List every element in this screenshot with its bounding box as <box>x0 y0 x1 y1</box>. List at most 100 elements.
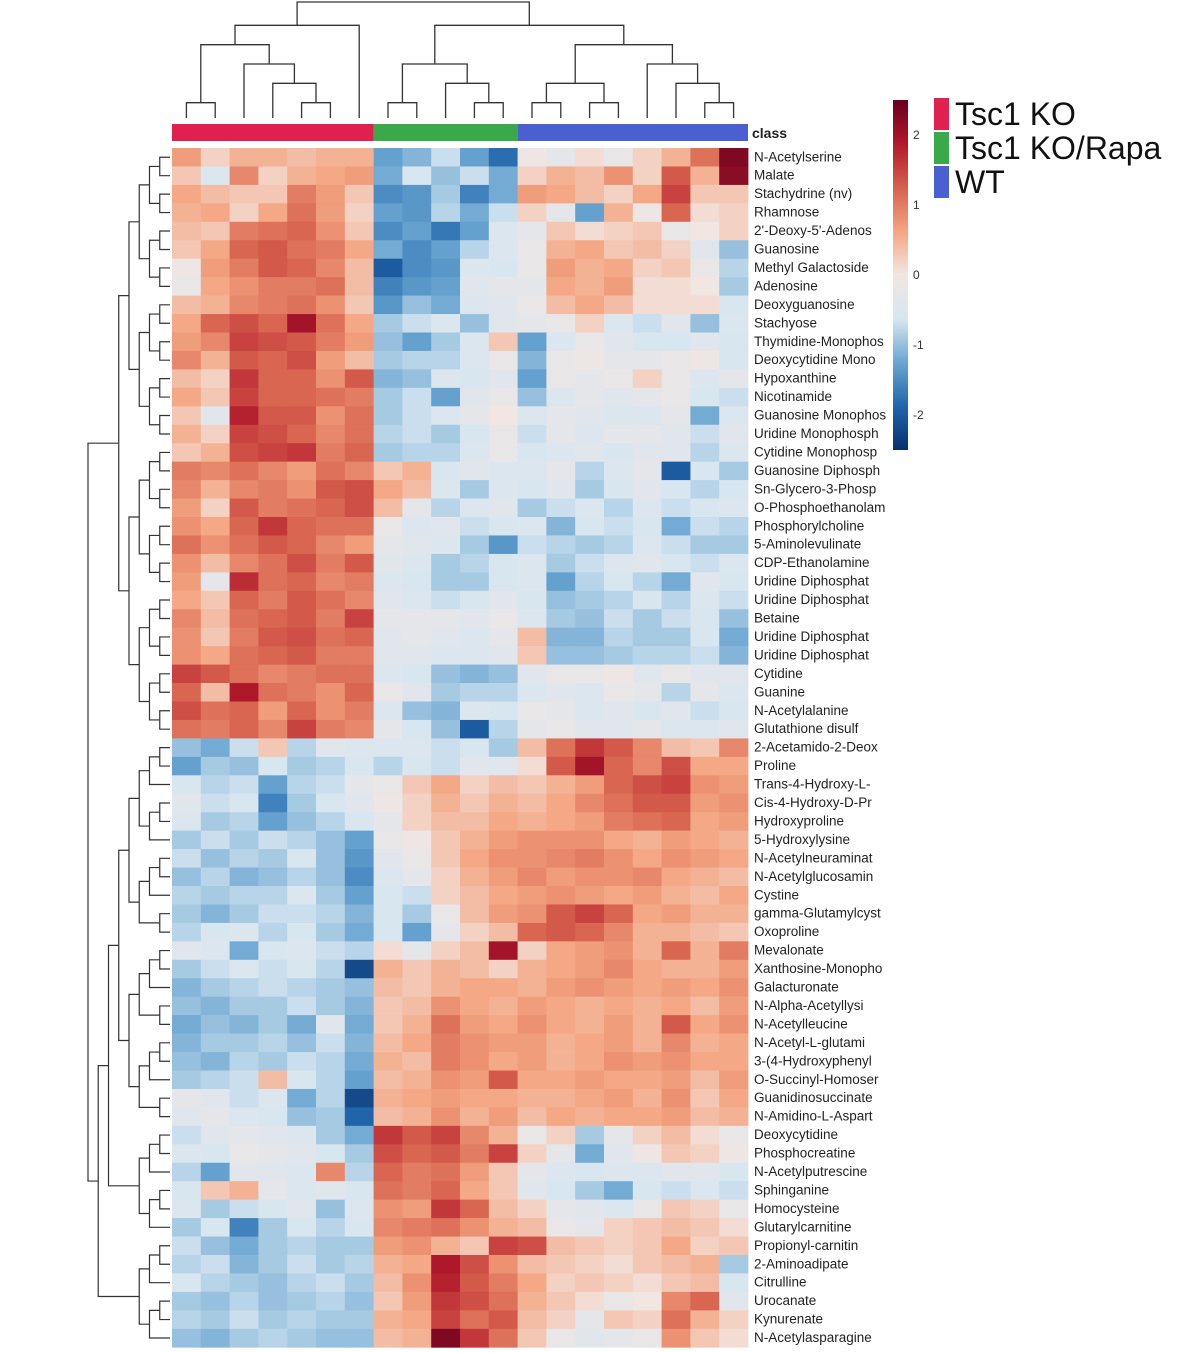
heatmap-cell <box>604 1291 634 1311</box>
heatmap-cell <box>258 332 288 352</box>
heatmap-cell <box>575 886 605 905</box>
heatmap-cell <box>229 424 259 444</box>
metabolite-label: Betaine <box>754 611 800 626</box>
heatmap-cell <box>488 277 518 296</box>
heatmap-cell <box>488 590 518 610</box>
heatmap-cell <box>546 1015 576 1034</box>
heatmap-cell <box>632 775 662 795</box>
heatmap-cell <box>546 148 576 167</box>
heatmap-cell <box>604 1218 634 1237</box>
heatmap-cell <box>172 978 202 998</box>
heatmap-cell <box>546 978 576 998</box>
metabolite-label: Uridine Monophosph <box>754 426 879 441</box>
heatmap-cell <box>373 1181 403 1201</box>
heatmap-cell <box>632 1199 662 1219</box>
heatmap-cell <box>690 387 720 407</box>
heatmap-cell <box>661 1310 691 1330</box>
heatmap-cell <box>460 886 490 905</box>
heatmap-cell <box>344 1255 374 1274</box>
heatmap-cell <box>200 1070 230 1090</box>
heatmap-cell <box>575 203 605 223</box>
heatmap-cell <box>172 1291 202 1311</box>
heatmap-cell <box>661 1273 691 1293</box>
heatmap-cell <box>604 941 634 961</box>
heatmap-cell <box>460 683 490 702</box>
heatmap-cell <box>316 904 346 924</box>
heatmap-cell <box>632 258 662 278</box>
heatmap-cell <box>690 184 720 204</box>
heatmap-cell <box>402 1162 432 1182</box>
heatmap-cell <box>172 1273 202 1293</box>
dendrogram-branch <box>107 944 140 1187</box>
heatmap-cell <box>287 295 317 315</box>
heatmap-cell <box>546 517 576 536</box>
heatmap-cell <box>460 941 490 961</box>
heatmap-cell <box>575 535 605 555</box>
heatmap-cell <box>172 793 202 813</box>
heatmap-cell <box>546 959 576 979</box>
heatmap-cell <box>200 590 230 610</box>
heatmap-cell <box>402 922 432 942</box>
heatmap-cell <box>575 406 605 426</box>
heatmap-cell <box>632 978 662 998</box>
heatmap-cell <box>460 148 490 167</box>
metabolite-label: Deoxycytidine <box>754 1127 838 1142</box>
heatmap-cell <box>373 148 403 167</box>
heatmap-cell <box>604 1070 634 1090</box>
heatmap-cell <box>229 904 259 924</box>
heatmap-cell <box>431 1052 461 1071</box>
heatmap-cell <box>575 756 605 776</box>
heatmap-cell <box>517 1199 547 1219</box>
heatmap-cell <box>258 314 288 333</box>
heatmap-cell <box>575 793 605 813</box>
heatmap-cell <box>604 553 634 573</box>
heatmap-cell <box>287 1033 317 1053</box>
dendrogram-branch <box>138 770 150 827</box>
heatmap-cell <box>690 1255 720 1274</box>
heatmap-cell <box>604 590 634 610</box>
metabolite-label: N-Acetylneuraminat <box>754 850 873 865</box>
heatmap-cell <box>258 295 288 315</box>
heatmap-cell <box>344 1199 374 1219</box>
heatmap-cell <box>402 258 432 278</box>
heatmap-cell <box>287 719 317 739</box>
heatmap-cell <box>604 1310 634 1330</box>
heatmap-cell <box>373 406 403 426</box>
heatmap-cell <box>460 701 490 721</box>
heatmap-cell <box>258 369 288 389</box>
heatmap-cell <box>172 498 202 518</box>
heatmap-cell <box>690 1015 720 1034</box>
heatmap-cell <box>316 1310 346 1330</box>
heatmap-cell <box>546 369 576 389</box>
heatmap-cell <box>604 1107 634 1127</box>
heatmap-cell <box>344 1070 374 1090</box>
heatmap-cell <box>488 1088 518 1108</box>
heatmap-cell <box>575 498 605 518</box>
heatmap-cell <box>546 258 576 278</box>
metabolite-label: Cystine <box>754 887 799 902</box>
heatmap-cell <box>373 941 403 961</box>
heatmap-cell <box>200 996 230 1016</box>
heatmap-cell <box>200 535 230 555</box>
heatmap-cell <box>229 646 259 665</box>
heatmap-cell <box>632 184 662 204</box>
heatmap-cell <box>517 1310 547 1330</box>
heatmap-cell <box>661 886 691 905</box>
heatmap-cell <box>632 277 662 296</box>
metabolite-label: Guanosine Diphosph <box>754 463 880 478</box>
heatmap-cell <box>719 775 749 795</box>
heatmap-cell <box>488 1255 518 1274</box>
heatmap-cell <box>604 793 634 813</box>
heatmap-cell <box>632 683 662 702</box>
heatmap-cell <box>316 1107 346 1127</box>
heatmap-cell <box>719 572 749 592</box>
heatmap-cell <box>402 1181 432 1201</box>
heatmap-cell <box>719 922 749 942</box>
heatmap-cell <box>258 572 288 592</box>
heatmap-cell <box>229 1162 259 1182</box>
heatmap-cell <box>632 590 662 610</box>
heatmap-cell <box>661 738 691 758</box>
heatmap-cell <box>172 701 202 721</box>
heatmap-cell <box>575 922 605 942</box>
heatmap-cell <box>402 424 432 444</box>
